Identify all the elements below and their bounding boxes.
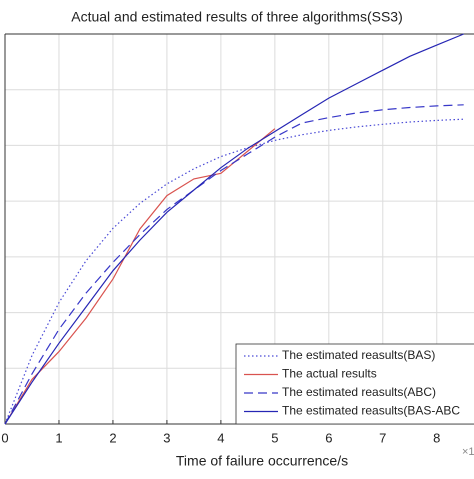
x-tick-label: 8 — [433, 430, 440, 445]
legend-label: The actual results — [282, 367, 377, 381]
series-line — [4, 33, 464, 425]
legend-box — [235, 343, 474, 425]
x-tick-label: 4 — [217, 430, 224, 445]
x-tick-label: 5 — [271, 430, 278, 445]
series-line — [4, 104, 464, 425]
x-tick-label: 2 — [109, 430, 116, 445]
x-tick-label: 7 — [379, 430, 386, 445]
x-tick-label: 3 — [163, 430, 170, 445]
series-line — [4, 128, 276, 425]
legend-label: The estimated reasults(BAS-ABC — [282, 404, 460, 418]
x-tick-label: 1 — [55, 430, 62, 445]
axis-annotation: ×1 — [462, 446, 474, 458]
legend-label: The estimated reasults(BAS) — [282, 348, 435, 362]
x-tick-label: 0 — [1, 430, 8, 445]
chart-title: Actual and estimated results of three al… — [71, 9, 403, 25]
legend-label: The estimated reasults(ABC) — [282, 385, 436, 399]
x-tick-label: 6 — [325, 430, 332, 445]
x-axis-label: Time of failure occurrence/s — [176, 453, 348, 469]
